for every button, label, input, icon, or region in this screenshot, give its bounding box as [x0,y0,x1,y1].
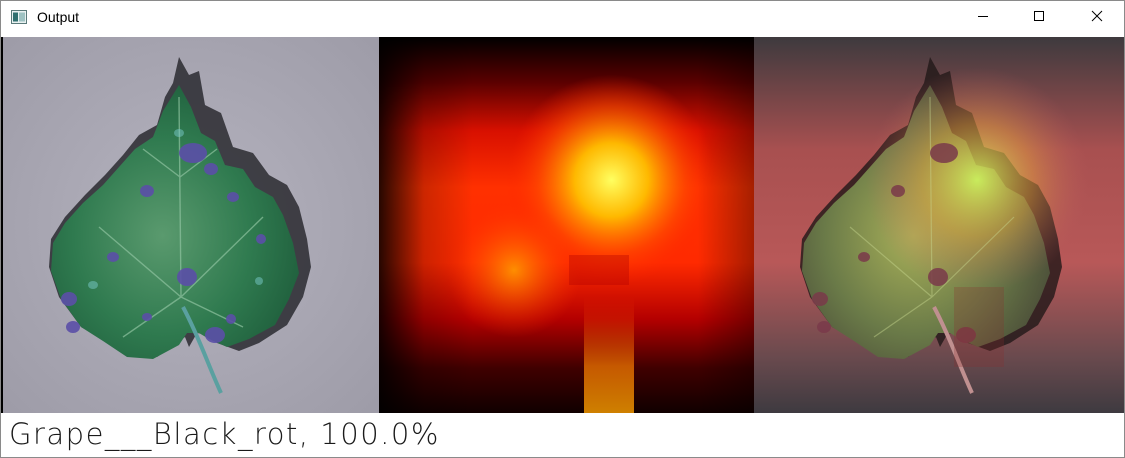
window-title: Output [37,9,80,25]
close-button[interactable] [1074,1,1120,35]
image-display-area [1,37,1124,413]
prediction-label: Grape___Black_rot, 100.0% [9,417,440,451]
minimize-button[interactable] [960,1,1006,35]
original-leaf-image [3,37,379,413]
gradcam-heatmap [379,37,754,413]
close-icon [1091,9,1103,27]
prediction-caption-bar: Grape___Black_rot, 100.0% [1,413,1124,457]
maximize-icon [1033,9,1045,27]
title-bar[interactable]: Output [1,1,1124,35]
maximize-button[interactable] [1016,1,1062,35]
opencv-window-icon [11,10,27,24]
heatmap-overlay-image [754,37,1124,413]
minimize-icon [977,9,989,27]
